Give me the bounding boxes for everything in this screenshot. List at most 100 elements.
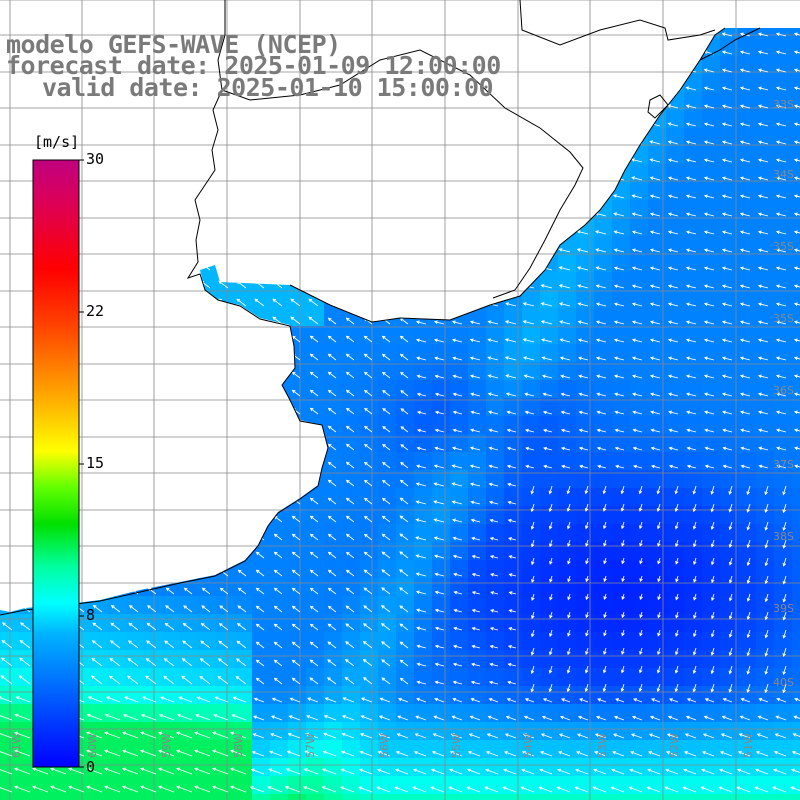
wind-arrow <box>235 658 247 667</box>
wind-cell <box>648 776 667 795</box>
wind-cell <box>324 794 343 800</box>
wind-arrow <box>291 677 301 685</box>
wind-cell <box>90 542 109 561</box>
wind-cell <box>522 740 541 759</box>
wind-cell <box>162 380 181 399</box>
wind-cell <box>180 740 199 759</box>
wind-arrow <box>399 191 409 199</box>
wind-cell <box>252 704 271 723</box>
wind-arrow <box>451 176 463 181</box>
wind-cell <box>342 200 361 219</box>
wind-cell <box>234 200 253 219</box>
wind-cell <box>648 596 667 615</box>
wind-arrow <box>775 374 787 379</box>
wind-cell <box>558 506 577 525</box>
wind-arrow <box>232 696 247 703</box>
wind-arrow <box>602 521 607 530</box>
wind-arrow <box>522 320 535 325</box>
wind-cell <box>720 776 739 795</box>
wind-cell <box>774 650 793 669</box>
wind-arrow <box>359 750 373 757</box>
wind-cell <box>576 596 595 615</box>
wind-arrow <box>400 426 409 433</box>
wind-cell <box>126 398 145 417</box>
wind-arrow <box>621 539 625 547</box>
wind-cell <box>288 488 307 507</box>
wind-arrow <box>453 626 463 631</box>
wind-cell <box>504 218 523 237</box>
wind-cell <box>324 722 343 741</box>
wind-arrow <box>394 786 409 793</box>
wind-arrow <box>400 408 409 415</box>
wind-cell <box>684 740 703 759</box>
wind-arrow <box>237 461 247 469</box>
wind-arrow <box>650 410 661 415</box>
wind-cell <box>216 650 235 669</box>
wind-cell <box>630 650 649 669</box>
wind-cell <box>54 776 73 795</box>
wind-arrow <box>487 392 499 397</box>
wind-arrow <box>721 212 733 217</box>
wind-cell <box>648 722 667 741</box>
wind-arrow <box>632 374 643 379</box>
wind-arrow <box>693 593 697 601</box>
wind-arrow <box>2 118 13 127</box>
wind-cell <box>396 254 415 273</box>
wind-cell <box>792 290 800 309</box>
wind-arrow <box>362 623 373 631</box>
wind-arrow <box>668 410 679 415</box>
wind-arrow <box>792 733 800 739</box>
wind-arrow <box>93 569 103 577</box>
wind-arrow <box>505 715 517 721</box>
wind-cell <box>306 614 325 633</box>
wind-arrow <box>345 479 355 487</box>
wind-cell <box>792 452 800 471</box>
wind-arrow <box>542 698 553 703</box>
wind-cell <box>126 272 145 291</box>
wind-arrow <box>775 86 787 91</box>
wind-arrow <box>585 557 589 565</box>
wind-cell <box>774 28 793 39</box>
wind-arrow <box>503 768 517 775</box>
wind-arrow <box>111 569 121 577</box>
wind-arrow <box>178 696 193 703</box>
wind-cell <box>288 578 307 597</box>
wind-arrow <box>327 533 337 541</box>
wind-arrow <box>721 104 733 109</box>
wind-cell <box>594 110 613 129</box>
title-forecast-date: forecast date: 2025-01-09 12:00:00 <box>6 51 501 80</box>
wind-arrow <box>0 731 13 739</box>
wind-cell <box>144 506 163 525</box>
wind-cell <box>162 668 181 687</box>
wind-cell <box>396 452 415 471</box>
wind-arrow <box>559 176 571 181</box>
wind-cell <box>288 128 307 147</box>
wind-arrow <box>146 280 157 289</box>
wind-arrow <box>728 557 733 566</box>
wind-cell <box>630 794 649 800</box>
wind-arrow <box>309 605 319 613</box>
wind-cell <box>378 632 397 651</box>
wind-cell <box>756 776 775 795</box>
wind-cell <box>396 362 415 381</box>
wind-cell <box>522 74 541 93</box>
wind-cell <box>738 794 757 800</box>
wind-arrow <box>291 389 301 397</box>
wind-cell <box>144 128 163 147</box>
wind-arrow <box>86 785 103 793</box>
wind-cell <box>198 290 217 309</box>
wind-cell <box>648 614 667 633</box>
wind-arrow <box>728 665 733 675</box>
wind-arrow <box>703 122 715 127</box>
wind-cell <box>504 254 523 273</box>
wind-arrow <box>111 533 121 541</box>
wind-cell <box>198 668 217 687</box>
wind-arrow <box>92 262 103 271</box>
wind-arrow <box>128 605 139 613</box>
wind-arrow <box>399 209 409 217</box>
wind-cell <box>684 38 703 57</box>
wind-arrow <box>433 158 445 163</box>
wind-arrow <box>506 464 517 469</box>
wind-arrow <box>434 626 445 631</box>
wind-cell <box>126 452 145 471</box>
